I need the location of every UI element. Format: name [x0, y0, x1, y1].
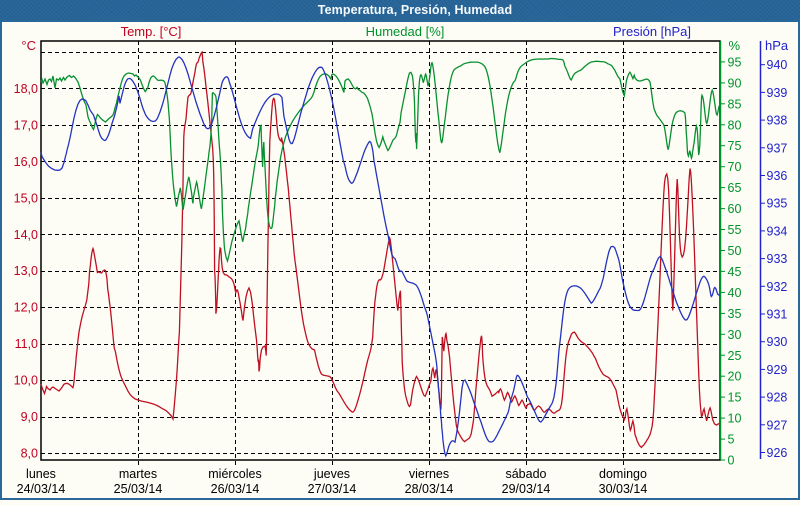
svg-text:932: 932	[767, 280, 788, 294]
svg-text:65: 65	[728, 181, 742, 195]
svg-text:jueves: jueves	[313, 467, 350, 481]
svg-text:11,0: 11,0	[15, 337, 38, 351]
svg-text:930: 930	[767, 335, 788, 349]
svg-text:931: 931	[767, 308, 788, 322]
svg-text:15: 15	[728, 391, 742, 405]
svg-text:28/03/14: 28/03/14	[405, 482, 454, 496]
svg-text:80: 80	[728, 118, 742, 132]
svg-text:27/03/14: 27/03/14	[308, 482, 357, 496]
svg-text:Presión [hPa]: Presión [hPa]	[613, 24, 691, 39]
svg-text:5: 5	[728, 433, 735, 447]
svg-text:10,0: 10,0	[14, 374, 38, 388]
svg-text:9,0: 9,0	[21, 410, 38, 424]
svg-text:26/03/14: 26/03/14	[211, 482, 260, 496]
svg-text:%: %	[729, 38, 741, 53]
svg-text:viernes: viernes	[409, 467, 449, 481]
svg-text:927: 927	[767, 418, 788, 432]
svg-text:936: 936	[767, 169, 788, 183]
svg-text:30: 30	[728, 328, 742, 342]
svg-text:938: 938	[767, 114, 788, 128]
svg-text:929: 929	[767, 363, 788, 377]
svg-text:40: 40	[728, 286, 742, 300]
svg-text:Humedad [%]: Humedad [%]	[366, 24, 445, 39]
svg-text:934: 934	[767, 224, 788, 238]
svg-text:14,0: 14,0	[14, 228, 38, 242]
svg-text:90: 90	[728, 76, 742, 90]
svg-text:17,0: 17,0	[14, 118, 38, 132]
svg-text:16,0: 16,0	[14, 155, 38, 169]
svg-text:75: 75	[728, 139, 742, 153]
svg-text:926: 926	[767, 446, 788, 460]
svg-text:45: 45	[728, 265, 742, 279]
svg-text:29/03/14: 29/03/14	[502, 482, 551, 496]
svg-text:°C: °C	[21, 38, 36, 53]
svg-text:sábado: sábado	[505, 467, 546, 481]
svg-text:95: 95	[728, 55, 742, 69]
svg-text:20: 20	[728, 370, 742, 384]
svg-text:937: 937	[767, 141, 788, 155]
svg-text:928: 928	[767, 391, 788, 405]
svg-text:940: 940	[767, 58, 788, 72]
svg-text:85: 85	[728, 97, 742, 111]
svg-text:935: 935	[767, 197, 788, 211]
svg-text:50: 50	[728, 244, 742, 258]
svg-text:12,0: 12,0	[14, 301, 38, 315]
svg-text:8,0: 8,0	[21, 447, 38, 461]
svg-text:24/03/14: 24/03/14	[17, 482, 66, 496]
svg-text:0: 0	[728, 454, 735, 468]
svg-text:miércoles: miércoles	[208, 467, 262, 481]
svg-text:25: 25	[728, 349, 742, 363]
svg-text:Temp. [°C]: Temp. [°C]	[121, 24, 182, 39]
svg-text:30/03/14: 30/03/14	[599, 482, 648, 496]
svg-text:domingo: domingo	[599, 467, 647, 481]
svg-text:15,0: 15,0	[14, 191, 38, 205]
svg-text:60: 60	[728, 202, 742, 216]
svg-text:939: 939	[767, 86, 788, 100]
svg-text:70: 70	[728, 160, 742, 174]
svg-text:25/03/14: 25/03/14	[114, 482, 163, 496]
svg-text:55: 55	[728, 223, 742, 237]
svg-text:35: 35	[728, 307, 742, 321]
svg-text:933: 933	[767, 252, 788, 266]
svg-text:10: 10	[728, 412, 742, 426]
svg-text:martes: martes	[119, 467, 157, 481]
svg-text:13,0: 13,0	[14, 264, 38, 278]
svg-text:lunes: lunes	[26, 467, 56, 481]
svg-text:hPa: hPa	[765, 38, 789, 53]
svg-text:18,0: 18,0	[14, 82, 38, 96]
